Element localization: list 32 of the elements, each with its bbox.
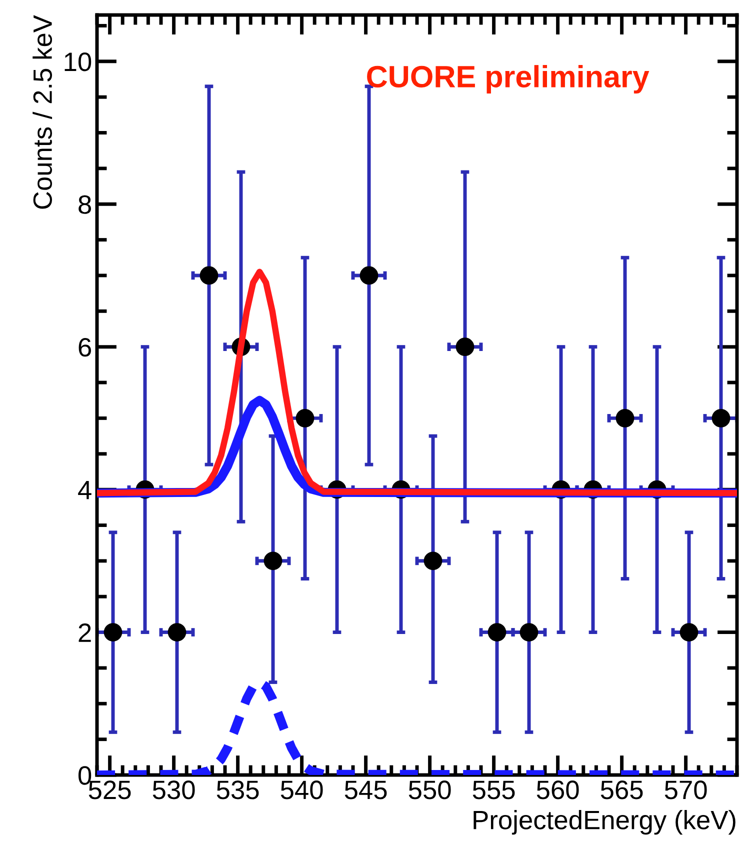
- x-tick-label: 535: [216, 780, 259, 800]
- y-tick-label: 4: [78, 480, 92, 500]
- x-tick-label: 540: [280, 780, 323, 800]
- y-tick-label: 0: [78, 766, 92, 785]
- x-tick-label: 530: [152, 780, 195, 800]
- x-tick-label: 525: [88, 780, 131, 800]
- point: [424, 552, 442, 570]
- point: [616, 408, 634, 428]
- y-tick-label: 2: [78, 623, 91, 642]
- x-tick-label: 550: [408, 780, 451, 800]
- x-tick-label: 570: [664, 780, 707, 800]
- point: [488, 623, 506, 642]
- point: [296, 408, 314, 428]
- x-tick-label: 565: [600, 780, 643, 800]
- x-tick-label: 555: [472, 780, 515, 800]
- y-tick-label: 6: [78, 338, 91, 357]
- point: [264, 552, 282, 570]
- x-axis-title: ProjectedEnergy (keV): [474, 810, 736, 835]
- point: [680, 623, 698, 642]
- y-tick-label: 8: [78, 195, 91, 214]
- y-tick-label: 10: [64, 52, 92, 72]
- point: [168, 623, 186, 642]
- x-tick-label: 545: [344, 780, 387, 800]
- point: [520, 623, 538, 642]
- y-axis-title: Counts / 2.5 keV: [32, 15, 52, 209]
- point: [456, 338, 474, 356]
- x-tick-label: 560: [536, 780, 579, 800]
- annotation: CUORE preliminary: [367, 65, 650, 94]
- point: [104, 623, 122, 642]
- point: [200, 266, 218, 285]
- point: [712, 408, 730, 428]
- point: [360, 266, 378, 285]
